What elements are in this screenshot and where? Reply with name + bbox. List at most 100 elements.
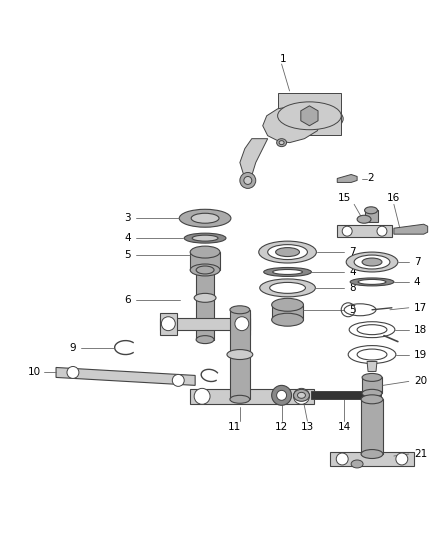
Polygon shape	[337, 174, 357, 182]
Circle shape	[235, 317, 249, 330]
Ellipse shape	[273, 270, 303, 274]
Ellipse shape	[351, 460, 363, 468]
Ellipse shape	[194, 293, 216, 302]
Circle shape	[293, 389, 309, 404]
Ellipse shape	[362, 389, 382, 397]
Text: 4: 4	[414, 277, 420, 287]
Text: 7: 7	[349, 247, 356, 257]
Ellipse shape	[272, 313, 304, 326]
Circle shape	[194, 389, 210, 404]
Polygon shape	[240, 139, 268, 179]
Ellipse shape	[227, 350, 253, 360]
Ellipse shape	[361, 395, 383, 404]
Ellipse shape	[279, 105, 343, 133]
Ellipse shape	[270, 282, 305, 293]
Ellipse shape	[278, 102, 341, 130]
Ellipse shape	[293, 389, 309, 401]
Text: 15: 15	[338, 193, 351, 204]
Bar	[230, 310, 250, 399]
Circle shape	[172, 375, 184, 386]
Ellipse shape	[190, 246, 220, 258]
Ellipse shape	[191, 213, 219, 223]
Text: 1: 1	[279, 54, 286, 64]
Polygon shape	[160, 318, 250, 330]
Text: 5: 5	[349, 305, 356, 315]
Polygon shape	[394, 224, 427, 234]
Polygon shape	[56, 367, 195, 385]
Bar	[361, 399, 383, 454]
Text: 4: 4	[349, 267, 356, 277]
Text: 3: 3	[124, 213, 131, 223]
Ellipse shape	[244, 176, 252, 184]
Ellipse shape	[357, 325, 387, 335]
Ellipse shape	[230, 395, 250, 403]
Ellipse shape	[276, 248, 300, 256]
Bar	[196, 270, 214, 340]
Ellipse shape	[192, 235, 218, 241]
Ellipse shape	[361, 449, 383, 458]
Text: 14: 14	[338, 422, 351, 432]
Text: 4: 4	[124, 233, 131, 243]
Ellipse shape	[364, 207, 378, 214]
Ellipse shape	[264, 268, 311, 277]
Circle shape	[336, 453, 348, 465]
Text: 16: 16	[387, 193, 400, 204]
Bar	[278, 93, 341, 135]
Bar	[365, 211, 378, 222]
Ellipse shape	[279, 141, 284, 144]
Text: 20: 20	[414, 376, 427, 386]
Text: 18: 18	[414, 325, 427, 335]
Ellipse shape	[362, 374, 382, 382]
Polygon shape	[337, 225, 392, 237]
Ellipse shape	[297, 392, 305, 398]
Ellipse shape	[272, 298, 304, 311]
Ellipse shape	[230, 306, 250, 314]
Ellipse shape	[362, 258, 382, 266]
Polygon shape	[233, 313, 250, 335]
Bar	[190, 252, 220, 270]
Ellipse shape	[277, 139, 286, 147]
Bar	[272, 305, 304, 320]
Polygon shape	[330, 452, 414, 466]
Text: 5: 5	[124, 250, 131, 260]
Polygon shape	[367, 361, 377, 372]
Text: 6: 6	[124, 295, 131, 305]
Polygon shape	[263, 106, 321, 143]
Ellipse shape	[350, 278, 394, 286]
Circle shape	[277, 390, 286, 400]
Ellipse shape	[354, 255, 390, 269]
Ellipse shape	[346, 252, 398, 272]
Ellipse shape	[268, 245, 307, 260]
Circle shape	[161, 317, 175, 330]
Ellipse shape	[184, 233, 226, 243]
Text: 19: 19	[414, 350, 427, 360]
Text: 8: 8	[349, 283, 356, 293]
Ellipse shape	[196, 336, 214, 344]
Text: 21: 21	[414, 449, 427, 459]
Polygon shape	[190, 389, 314, 404]
Ellipse shape	[190, 264, 220, 276]
Polygon shape	[301, 106, 318, 126]
Text: 9: 9	[69, 343, 76, 352]
Ellipse shape	[260, 279, 315, 297]
Ellipse shape	[358, 279, 386, 285]
Ellipse shape	[259, 241, 316, 263]
Text: 11: 11	[228, 422, 241, 432]
Ellipse shape	[196, 266, 214, 274]
Text: 13: 13	[301, 422, 314, 432]
Text: 2: 2	[367, 173, 374, 183]
Text: 10: 10	[28, 367, 41, 377]
Circle shape	[396, 453, 408, 465]
Circle shape	[342, 226, 352, 236]
Circle shape	[67, 367, 79, 378]
Text: 7: 7	[414, 257, 420, 267]
Circle shape	[377, 226, 387, 236]
Bar	[311, 391, 381, 399]
Polygon shape	[160, 313, 177, 335]
Ellipse shape	[357, 215, 371, 223]
Ellipse shape	[357, 349, 387, 360]
Ellipse shape	[179, 209, 231, 227]
Text: 17: 17	[414, 303, 427, 313]
Text: 12: 12	[275, 422, 288, 432]
Circle shape	[272, 385, 292, 405]
